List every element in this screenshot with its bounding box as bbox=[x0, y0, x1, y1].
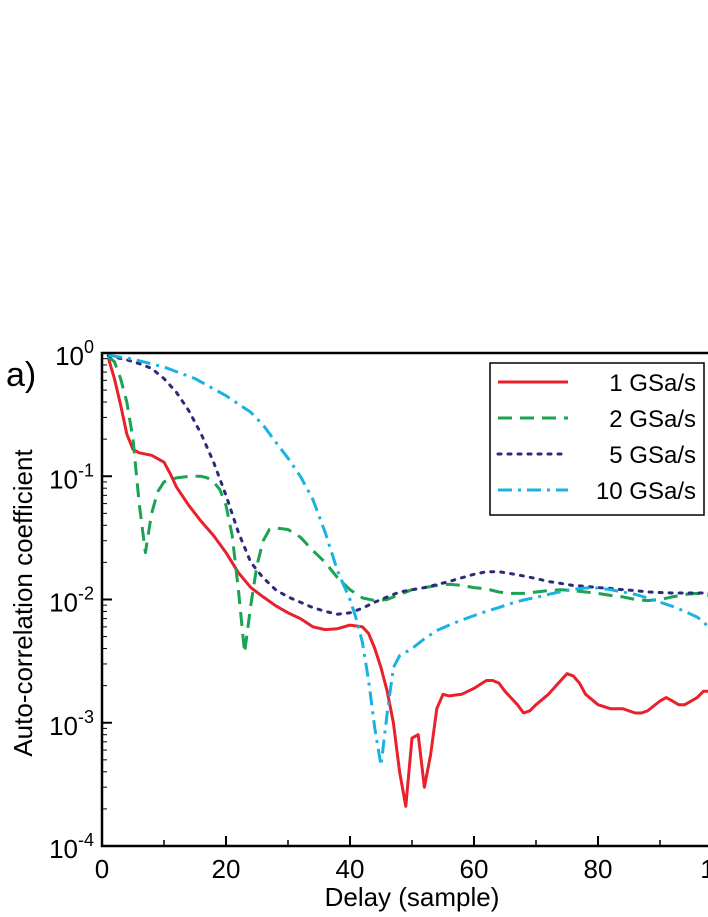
y-tick-label: 100 bbox=[55, 337, 94, 371]
legend: 1 GSa/s 2 GSa/s 5 GSa/s 10 GSa/s bbox=[489, 362, 705, 516]
panel-label: a) bbox=[6, 356, 36, 394]
x-tick-label: 20 bbox=[212, 854, 241, 884]
y-tick-label: 10-1 bbox=[49, 460, 94, 494]
legend-box bbox=[489, 362, 705, 516]
legend-label-2: 2 GSa/s bbox=[609, 406, 696, 433]
y-axis-title: Auto-correlation coefficient bbox=[8, 449, 38, 757]
x-tick-label: 40 bbox=[336, 854, 365, 884]
legend-label-4: 10 GSa/s bbox=[596, 478, 696, 505]
x-tick-label: 60 bbox=[460, 854, 489, 884]
ticks-layer: 0 20 40 60 80 100 100 10-1 10-2 10-3 10-4 bbox=[49, 337, 708, 884]
legend-label-1: 1 GSa/s bbox=[609, 370, 696, 397]
y-tick-label: 10-2 bbox=[49, 584, 94, 618]
series-line-2 bbox=[107, 355, 708, 655]
x-tick-label: 0 bbox=[95, 854, 109, 884]
x-axis-title: Delay (sample) bbox=[325, 882, 500, 912]
x-tick-label: 80 bbox=[584, 854, 613, 884]
series-layer bbox=[106, 353, 708, 808]
series-line-4 bbox=[107, 353, 708, 767]
y-tick-label: 10-4 bbox=[49, 830, 94, 864]
y-tick-label: 10-3 bbox=[49, 707, 94, 741]
series-line-3 bbox=[106, 354, 708, 616]
legend-label-3: 5 GSa/s bbox=[609, 442, 696, 469]
x-tick-label: 100 bbox=[700, 854, 708, 884]
series-line-1 bbox=[106, 357, 708, 808]
